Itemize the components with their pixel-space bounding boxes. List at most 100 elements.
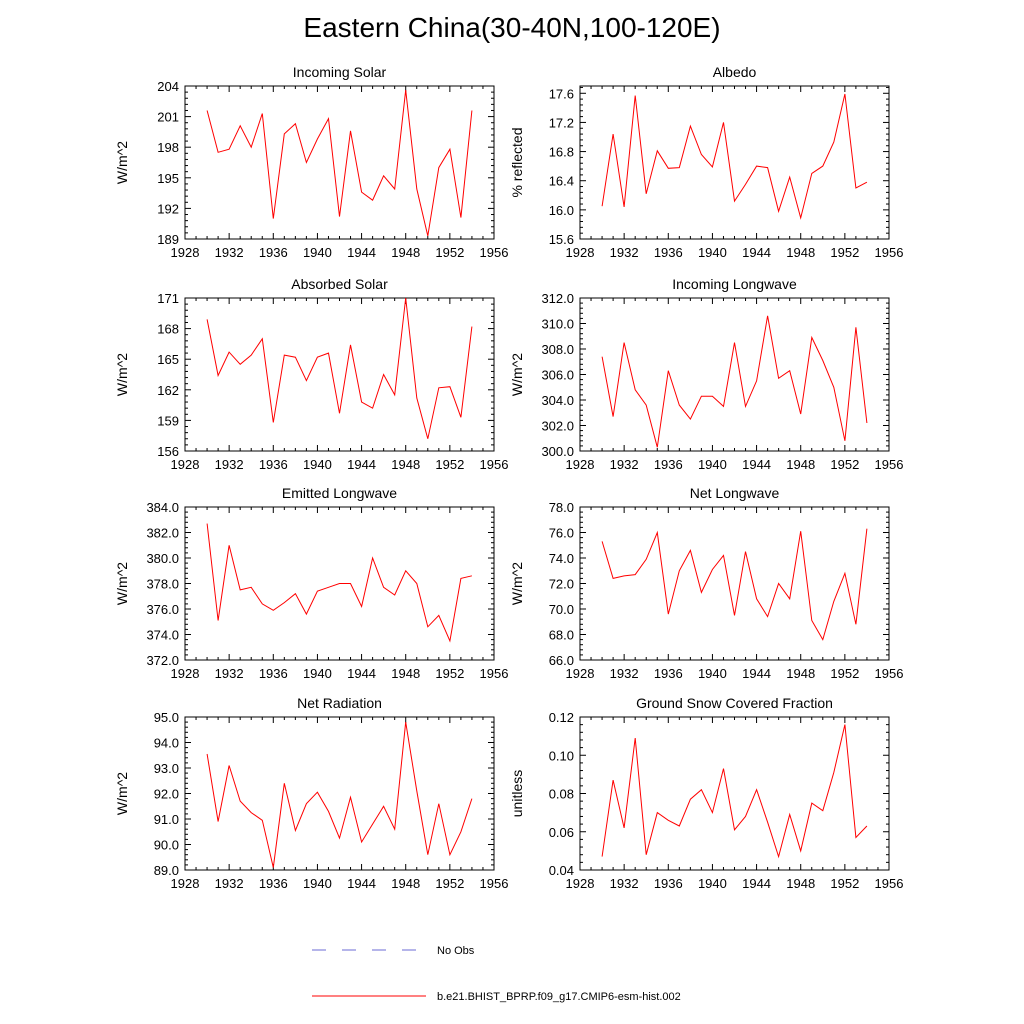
y-tick-label: 16.8: [549, 145, 574, 160]
y-tick-label: 91.0: [154, 812, 179, 827]
x-tick-label: 1932: [215, 245, 244, 260]
y-tick-label: 376.0: [146, 602, 179, 617]
x-tick-label: 1940: [698, 666, 727, 681]
figure-title: Eastern China(30-40N,100-120E): [303, 12, 721, 43]
chart-panel-5: Emitted Longwave W/m^2 1928 1932 1936 1940 194…: [114, 485, 508, 681]
y-tick-label: 312.0: [541, 291, 574, 306]
chart-title: Emitted Longwave: [282, 485, 397, 501]
y-tick-label: 378.0: [146, 577, 179, 592]
x-tick-label: 1932: [610, 245, 639, 260]
x-tick-label: 1952: [830, 666, 859, 681]
x-tick-label: 1936: [259, 876, 288, 891]
y-axis-label: W/m^2: [114, 141, 130, 184]
x-tick-label: 1948: [391, 457, 420, 472]
x-tick-label: 1940: [698, 876, 727, 891]
chart-title: Absorbed Solar: [291, 276, 388, 292]
x-tick-label: 1928: [566, 876, 595, 891]
chart-title: Albedo: [713, 64, 757, 80]
plot-frame: [184, 716, 495, 871]
y-tick-label: 72.0: [549, 577, 574, 592]
y-tick-label: 304.0: [541, 393, 574, 408]
y-tick-label: 195: [157, 171, 179, 186]
x-tick-label: 1956: [875, 666, 904, 681]
y-tick-label: 16.4: [549, 174, 574, 189]
y-tick-label: 159: [157, 413, 179, 428]
x-tick-label: 1944: [347, 245, 376, 260]
x-tick-label: 1936: [654, 876, 683, 891]
chart-panel-2: Albedo % reflected 1928 1932 1936 1940 1944 194…: [509, 64, 903, 260]
x-tick-label: 1932: [610, 457, 639, 472]
x-tick-label: 1944: [347, 666, 376, 681]
y-axis-label: W/m^2: [114, 772, 130, 815]
x-tick-label: 1952: [830, 457, 859, 472]
y-tick-label: 74.0: [549, 551, 574, 566]
x-tick-label: 1948: [391, 245, 420, 260]
series-line: [206, 297, 473, 439]
x-tick-label: 1936: [259, 457, 288, 472]
chart-title: Incoming Solar: [293, 64, 387, 80]
y-tick-label: 189: [157, 232, 179, 247]
x-tick-label: 1944: [742, 876, 771, 891]
x-tick-label: 1940: [303, 457, 332, 472]
y-tick-label: 302.0: [541, 419, 574, 434]
y-tick-label: 16.0: [549, 203, 574, 218]
x-tick-label: 1928: [566, 666, 595, 681]
y-tick-label: 89.0: [154, 863, 179, 878]
y-tick-label: 308.0: [541, 342, 574, 357]
x-tick-label: 1936: [259, 245, 288, 260]
y-tick-label: 165: [157, 352, 179, 367]
y-tick-label: 78.0: [549, 500, 574, 515]
y-tick-label: 198: [157, 140, 179, 155]
x-tick-label: 1936: [654, 457, 683, 472]
plot-frame: [579, 506, 890, 661]
y-tick-label: 306.0: [541, 368, 574, 383]
y-tick-label: 76.0: [549, 526, 574, 541]
y-axis-label: unitless: [509, 770, 525, 817]
y-axis-label: W/m^2: [509, 353, 525, 396]
y-tick-label: 201: [157, 110, 179, 125]
series-line: [601, 93, 868, 220]
x-tick-label: 1940: [303, 876, 332, 891]
x-tick-label: 1956: [875, 245, 904, 260]
y-tick-label: 94.0: [154, 736, 179, 751]
chart-title: Ground Snow Covered Fraction: [636, 695, 833, 711]
y-tick-label: 204: [157, 79, 179, 94]
y-tick-label: 384.0: [146, 500, 179, 515]
x-tick-label: 1952: [830, 876, 859, 891]
x-tick-label: 1936: [259, 666, 288, 681]
y-tick-label: 0.10: [549, 748, 574, 763]
y-tick-label: 0.06: [549, 825, 574, 840]
y-tick-label: 374.0: [146, 628, 179, 643]
y-tick-label: 372.0: [146, 653, 179, 668]
x-tick-label: 1928: [566, 457, 595, 472]
x-tick-label: 1956: [480, 666, 509, 681]
y-axis-label: W/m^2: [114, 562, 130, 605]
y-axis-label: W/m^2: [509, 562, 525, 605]
y-axis-label: % reflected: [509, 127, 525, 197]
y-tick-label: 70.0: [549, 602, 574, 617]
series-line: [601, 315, 868, 448]
x-tick-label: 1948: [786, 666, 815, 681]
x-tick-label: 1932: [215, 457, 244, 472]
x-tick-label: 1948: [391, 666, 420, 681]
x-tick-label: 1940: [698, 457, 727, 472]
x-tick-label: 1952: [830, 245, 859, 260]
x-tick-label: 1936: [654, 666, 683, 681]
y-tick-label: 300.0: [541, 444, 574, 459]
x-tick-label: 1956: [875, 876, 904, 891]
x-tick-label: 1940: [698, 245, 727, 260]
x-tick-label: 1952: [435, 245, 464, 260]
y-tick-label: 382.0: [146, 526, 179, 541]
chart-panel-6: Net Longwave W/m^2 1928 1932 1936 1940 1944 194…: [509, 485, 903, 681]
x-tick-label: 1948: [391, 876, 420, 891]
chart-title: Incoming Longwave: [672, 276, 797, 292]
x-tick-label: 1928: [171, 457, 200, 472]
series-line: [601, 528, 868, 641]
x-tick-label: 1932: [610, 876, 639, 891]
x-tick-label: 1928: [171, 245, 200, 260]
chart-panel-7: Net Radiation W/m^2 1928 1932 1936 1940 1944 19…: [114, 695, 508, 891]
y-tick-label: 0.12: [549, 710, 574, 725]
chart-panel-1: Incoming Solar W/m^2 1928 1932 1936 1940 1944 1…: [114, 64, 508, 260]
y-tick-label: 93.0: [154, 761, 179, 776]
